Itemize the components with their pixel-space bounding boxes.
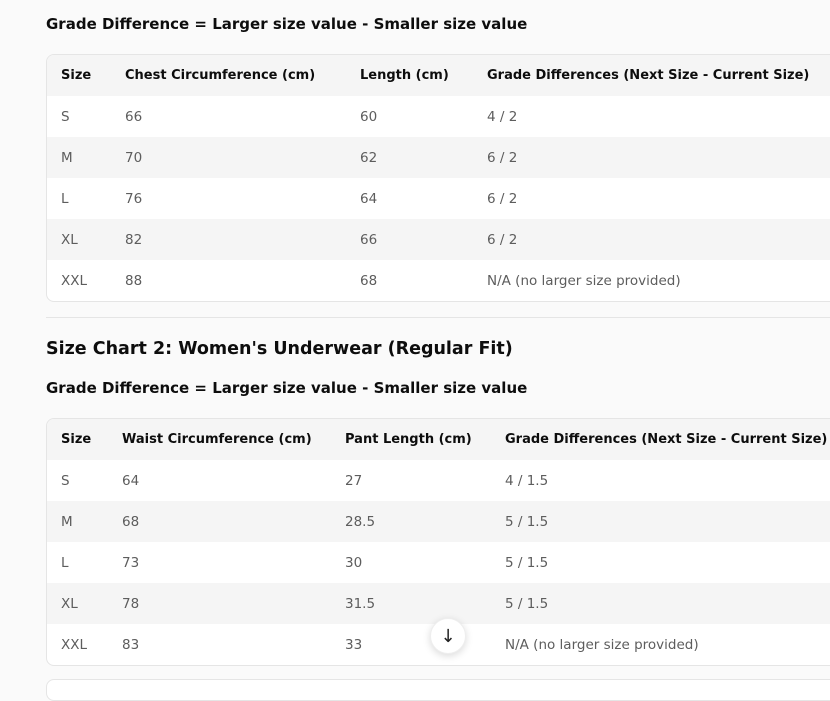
table-cell: 66 [360,219,487,260]
table-cell: M [47,137,125,178]
table-cell: 88 [125,272,143,289]
table-cell: 82 [125,219,360,260]
table-cell: 83 [122,636,140,653]
table-cell: 66 [125,108,143,125]
arrow-down-icon: ↓ [440,625,456,647]
table-cell: 4 / 2 [487,108,518,125]
column-header: Chest Circumference (cm) [125,55,360,96]
divider [46,317,830,318]
table-cell: L [61,190,69,207]
table-cell: 27 [345,472,363,489]
table-row: XL 82 66 6 / 2 [47,219,830,260]
column-header: Size [47,55,125,96]
table-cell: 76 [125,190,143,207]
size-table-2: Size Waist Circumference (cm) Pant Length … [46,418,830,666]
table-cell: 6 / 2 [487,137,830,178]
table-cell: 33 [345,636,363,653]
table-cell: 68 [360,272,378,289]
table-cell: 6 / 2 [487,190,518,207]
table-cell: 28.5 [345,501,505,542]
table-cell: 4 / 1.5 [505,472,549,489]
table-cell: XL [47,219,125,260]
table-cell: N/A (no larger size provided) [505,636,699,653]
table-header-row: Size Chest Circumference (cm) Length (cm) G… [47,55,830,96]
grade-formula-2: Grade Difference = Larger size value - S… [46,379,528,397]
table-cell: 31.5 [345,583,505,624]
table-cell: 68 [122,501,345,542]
table-cell: M [47,501,122,542]
table-cell: L [61,554,69,571]
table-cell: 60 [360,108,378,125]
table-cell: XXL [61,272,88,289]
column-header: Pant Length (cm) [345,419,505,460]
scroll-down-button[interactable]: ↓ [430,618,466,654]
table-row: M 70 62 6 / 2 [47,137,830,178]
table-cell: 64 [122,472,140,489]
grade-formula-1: Grade Difference = Larger size value - S… [46,15,528,33]
column-header: Length (cm) [360,55,487,96]
table-cell: XXL [61,636,88,653]
size-table-1: Size Chest Circumference (cm) Length (cm) G… [46,54,830,302]
table-row: L 76 64 6 / 2 [47,178,830,219]
table-cell: 5 / 1.5 [505,501,830,542]
column-header: Grade Differences (Next Size - Current S… [487,55,830,96]
table-row: L 73 30 5 / 1.5 [47,542,830,583]
table-cell: N/A (no larger size provided) [487,272,681,289]
next-content-block [46,679,830,701]
table-cell: 6 / 2 [487,219,830,260]
table-cell: 64 [360,190,378,207]
table-cell: 62 [360,137,487,178]
table-cell: 70 [125,137,360,178]
table-row: M 68 28.5 5 / 1.5 [47,501,830,542]
table-row: S 66 60 4 / 2 [47,96,830,137]
table-cell: 78 [122,583,345,624]
table-cell: S [61,472,70,489]
table-cell: S [61,108,70,125]
table-row: XXL 88 68 N/A (no larger size provided) [47,260,830,301]
table-cell: 5 / 1.5 [505,583,830,624]
table-cell: 73 [122,554,140,571]
table-row: XL 78 31.5 5 / 1.5 [47,583,830,624]
section-title: Size Chart 2: Women's Underwear (Regular… [46,339,513,359]
table-cell: XL [47,583,122,624]
column-header: Grade Differences (Next Size - Current S… [505,419,830,460]
table-row: S 64 27 4 / 1.5 [47,460,830,501]
table-row: XXL 83 33 N/A (no larger size provided) [47,624,830,665]
column-header: Size [47,419,122,460]
table-cell: 30 [345,554,363,571]
table-cell: 5 / 1.5 [505,554,549,571]
table-header-row: Size Waist Circumference (cm) Pant Length … [47,419,830,460]
column-header: Waist Circumference (cm) [122,419,345,460]
